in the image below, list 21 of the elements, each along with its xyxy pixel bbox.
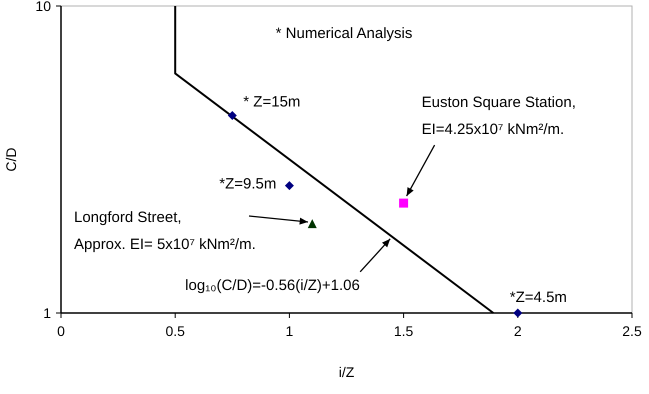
annotation: Longford Street, Approx. EI= 5x10⁷ kNm²/m. — [74, 209, 256, 253]
annotation: * Z=15m — [243, 93, 300, 110]
x-axis-title: i/Z — [338, 364, 355, 380]
x-tick-label: 2 — [514, 323, 522, 339]
point — [308, 219, 317, 228]
annotation: * Numerical Analysis — [276, 25, 412, 42]
point — [228, 110, 237, 120]
x-tick-label: 0.5 — [165, 323, 186, 339]
point — [399, 198, 408, 208]
point — [513, 308, 522, 318]
x-tick-label: 0 — [57, 323, 66, 339]
x-tick-label: 1 — [286, 323, 294, 339]
x-tick-label: 1.5 — [394, 323, 414, 339]
x-tick-label: 2.5 — [622, 323, 642, 339]
y-tick-label: 10 — [35, 0, 52, 14]
point — [284, 181, 294, 190]
y-axis-title: C/D — [3, 147, 19, 172]
annotation: *Z=9.5m — [219, 176, 276, 193]
annotation: Euston Square Station, EI=4.25x10⁷ kNm²/m. — [422, 94, 576, 138]
annotation: *Z=4.5m — [510, 289, 567, 306]
annotation: log₁₀(C/D)=-0.56(i/Z)+1.06 — [185, 276, 360, 294]
